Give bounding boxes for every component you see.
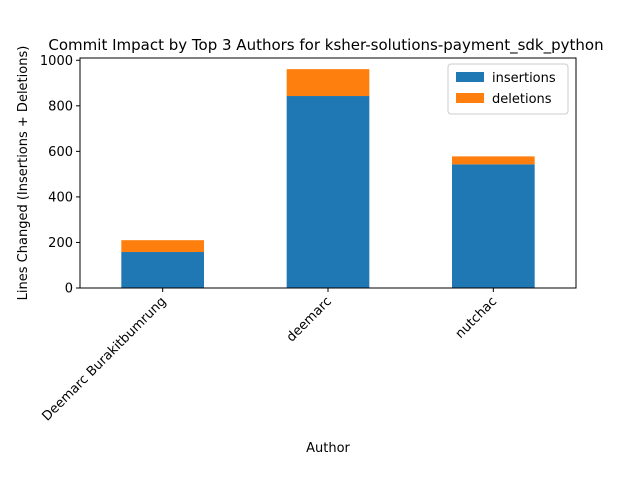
bar-deletions-2 [286,69,370,97]
x-tick-label: Deemarc Burakitbumrung [39,294,169,424]
y-axis-title: Lines Changed (Insertions + Deletions) [16,46,31,301]
legend-label-deletions: deletions [492,92,552,107]
x-axis: Deemarc Burakitbumrung deemarc nutchac [39,288,500,424]
x-tick-label: nutchac [453,294,500,341]
x-axis-title: Author [306,441,350,456]
bars-layer [121,69,535,288]
y-tick-label: 800 [48,99,73,114]
bar-deletions-3 [452,156,535,165]
y-axis: 0 200 400 600 800 1000 [40,54,80,297]
y-tick-label: 200 [48,236,73,251]
legend-label-insertions: insertions [492,71,556,86]
y-tick-label: 0 [65,282,73,297]
legend-swatch-insertions [456,72,484,82]
y-tick-label: 1000 [40,54,73,69]
x-tick-label: deemarc [284,294,335,345]
bar-insertions-3 [452,164,535,288]
y-tick-label: 400 [48,190,73,205]
y-tick-label: 600 [48,145,73,160]
legend-swatch-deletions [456,93,484,103]
chart-title: Commit Impact by Top 3 Authors for ksher… [48,36,603,55]
legend: insertions deletions [447,63,569,115]
bar-deletions-1 [121,240,204,253]
bar-insertions-1 [121,252,204,288]
bar-insertions-2 [286,96,370,288]
